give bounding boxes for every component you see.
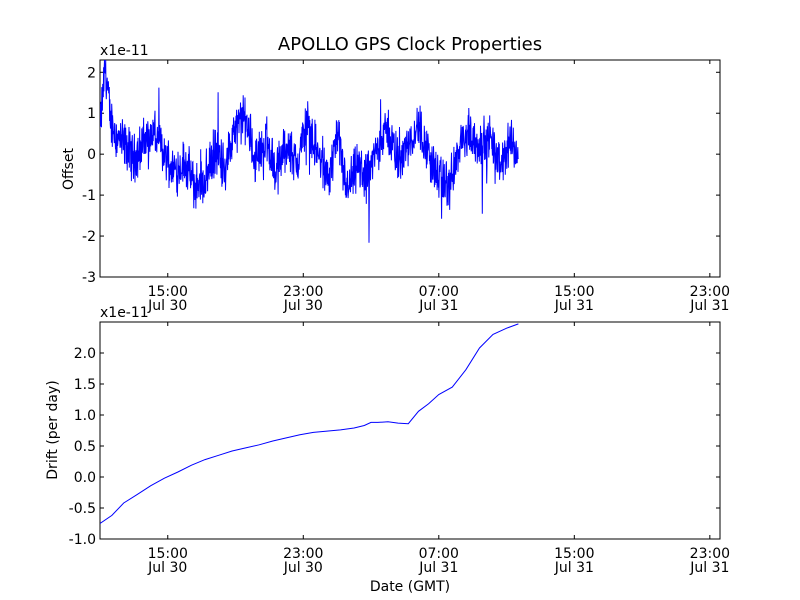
plot-frame bbox=[99, 59, 721, 278]
x-tick-time-label: 15:00 bbox=[148, 284, 188, 300]
x-tick-time-label: 23:00 bbox=[283, 284, 323, 300]
drift-panel: x1e-11 Drift (per day) Date (GMT) 2.0 1.5… bbox=[45, 305, 730, 595]
x-tick-date-label: Jul 31 bbox=[689, 560, 729, 576]
y-tick-label: 0.5 bbox=[74, 439, 96, 455]
x-tick-time-label: 15:00 bbox=[148, 546, 188, 562]
x-tick-date-label: Jul 30 bbox=[147, 298, 187, 314]
x-tick-date-label: Jul 31 bbox=[554, 298, 594, 314]
drift-series-line bbox=[100, 323, 519, 524]
x-tick-date-label: Jul 31 bbox=[554, 560, 594, 576]
x-tick-date-label: Jul 31 bbox=[689, 298, 729, 314]
y-tick-label: -1.0 bbox=[69, 532, 96, 548]
x-tick-time-label: 07:00 bbox=[419, 284, 459, 300]
y-tick-label: -3 bbox=[82, 270, 96, 286]
x-tick-date-label: Jul 30 bbox=[283, 560, 323, 576]
y-tick-label: 1 bbox=[87, 106, 96, 122]
x-tick-time-label: 23:00 bbox=[690, 284, 730, 300]
offset-series-line bbox=[100, 60, 519, 243]
chart-title: APOLLO GPS Clock Properties bbox=[278, 34, 542, 55]
y-tick-label: 0 bbox=[87, 147, 96, 163]
offset-scale-label: x1e-11 bbox=[100, 43, 149, 59]
x-tick-time-label: 07:00 bbox=[419, 546, 459, 562]
drift-x-axis-label: Date (GMT) bbox=[370, 579, 450, 595]
x-tick-time-label: 15:00 bbox=[554, 284, 594, 300]
x-tick-time-label: 15:00 bbox=[554, 546, 594, 562]
y-tick-label: -0.5 bbox=[69, 501, 96, 517]
x-tick-date-label: Jul 31 bbox=[418, 298, 458, 314]
y-tick-label: 0.0 bbox=[74, 470, 96, 486]
y-tick-label: 2 bbox=[87, 65, 96, 81]
x-tick-date-label: Jul 31 bbox=[418, 560, 458, 576]
plot-frame bbox=[99, 321, 721, 540]
x-tick-date-label: Jul 30 bbox=[147, 560, 187, 576]
x-tick-time-label: 23:00 bbox=[283, 546, 323, 562]
x-tick-date-label: Jul 30 bbox=[283, 298, 323, 314]
x-tick-time-label: 23:00 bbox=[690, 546, 730, 562]
y-tick-label: 1.5 bbox=[74, 377, 96, 393]
y-tick-label: 1.0 bbox=[74, 408, 96, 424]
drift-y-axis-label: Drift (per day) bbox=[45, 380, 61, 479]
y-tick-label: -1 bbox=[82, 188, 96, 204]
drift-scale-label: x1e-11 bbox=[100, 305, 149, 321]
y-tick-label: 2.0 bbox=[74, 346, 96, 362]
y-tick-label: -2 bbox=[82, 229, 96, 245]
offset-y-axis-label: Offset bbox=[61, 147, 77, 190]
